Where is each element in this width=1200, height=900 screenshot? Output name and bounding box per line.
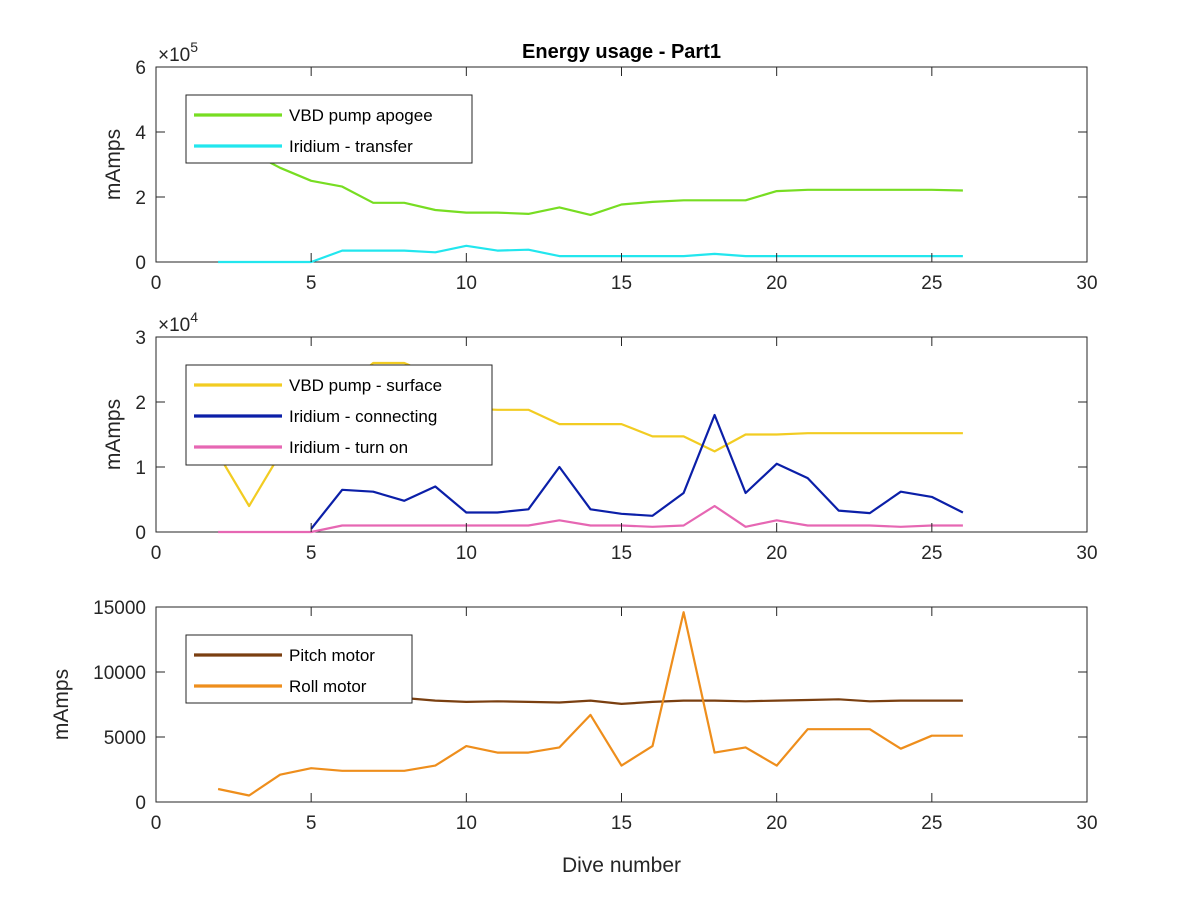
series-line-iridium-turn-on (218, 504, 963, 534)
y-tick-label: 6 (135, 58, 146, 79)
x-tick-label: 5 (306, 543, 317, 564)
series-line-iridium-connecting (310, 413, 964, 530)
x-tick-label: 5 (306, 273, 317, 294)
legend: Pitch motor Roll motor (185, 634, 413, 704)
y-axis-label: mAmps (50, 669, 73, 740)
legend: VBD pump apogee Iridium - transfer (185, 94, 473, 164)
legend-entry-label: Pitch motor (289, 646, 375, 665)
subplot-2: 0 5 10 15 20 25 30 0 1 2 3 ×104 mAmps VBD pump - surf… (102, 309, 1098, 564)
legend-entry-label: Iridium - connecting (289, 407, 437, 426)
chart-title: Energy usage - Part1 (522, 41, 721, 63)
y-tick-label: 10000 (93, 663, 146, 684)
legend: VBD pump - surface Iridium - connecting Ir… (185, 364, 493, 466)
x-tick-label: 25 (921, 543, 942, 564)
y-tick-label: 15000 (93, 598, 146, 619)
x-tick-label: 25 (921, 273, 942, 294)
y-exponent-label: ×105 (158, 39, 198, 66)
y-tick-label: 0 (135, 253, 146, 274)
x-tick-label: 30 (1076, 543, 1097, 564)
x-tick-label: 30 (1076, 813, 1097, 834)
x-tick-label: 20 (766, 543, 787, 564)
x-tick-label: 10 (456, 543, 477, 564)
x-tick-label: 0 (151, 543, 162, 564)
x-tick-label: 20 (766, 273, 787, 294)
x-tick-label: 0 (151, 813, 162, 834)
legend-box (185, 94, 473, 164)
series-line-iridium-transfer (218, 244, 963, 264)
y-tick-label: 4 (135, 123, 146, 144)
x-axis-label: Dive number (562, 854, 681, 877)
y-tick-label: 2 (135, 393, 146, 414)
legend-box (185, 634, 413, 704)
y-exponent-label: ×104 (158, 309, 198, 336)
x-tick-label: 20 (766, 813, 787, 834)
x-tick-label: 10 (456, 273, 477, 294)
y-tick-label: 5000 (104, 728, 146, 749)
subplot-1: 0 5 10 15 20 25 30 0 2 4 6 ×105 mAmps Energy usage - … (102, 39, 1098, 294)
series-line-roll-motor (217, 611, 963, 797)
x-tick-label: 15 (611, 273, 632, 294)
y-tick-label: 0 (135, 523, 146, 544)
y-tick-label: 2 (135, 188, 146, 209)
legend-entry-label: VBD pump apogee (289, 106, 433, 125)
legend-entry-label: VBD pump - surface (289, 376, 442, 395)
legend-entry-label: Roll motor (289, 677, 367, 696)
x-tick-label: 5 (306, 813, 317, 834)
series-line-vbd-pump-apogee (217, 137, 963, 216)
y-tick-label: 1 (135, 458, 146, 479)
y-axis-label: mAmps (102, 129, 125, 200)
x-tick-label: 15 (611, 813, 632, 834)
x-tick-label: 25 (921, 813, 942, 834)
x-tick-label: 15 (611, 543, 632, 564)
subplot-3: 0 5 10 15 20 25 30 0 5000 10000 15000 mAmps Dive num… (50, 598, 1098, 877)
x-tick-label: 10 (456, 813, 477, 834)
legend-entry-label: Iridium - turn on (289, 438, 408, 457)
legend-entry-label: Iridium - transfer (289, 137, 413, 156)
y-tick-label: 3 (135, 328, 146, 349)
x-tick-label: 30 (1076, 273, 1097, 294)
y-tick-label: 0 (135, 793, 146, 814)
x-tick-label: 0 (151, 273, 162, 294)
series-line-pitch-motor (373, 695, 963, 706)
y-axis-label: mAmps (102, 399, 125, 470)
